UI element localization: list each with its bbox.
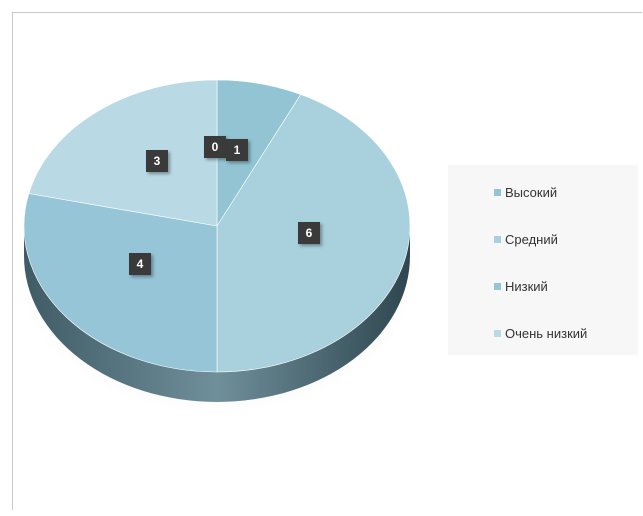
chart-legend: Высокий Средний Низкий Очень низкий [448, 165, 638, 355]
legend-swatch-sredniy [494, 236, 501, 243]
pie-side [24, 226, 410, 402]
legend-swatch-vysokiy [494, 189, 501, 196]
legend-item-sredniy: Средний [494, 232, 558, 247]
legend-item-ochen-nizkiy: Очень низкий [494, 326, 587, 341]
pie-slice-nizkiy [23, 193, 218, 373]
chart-frame [12, 12, 642, 510]
legend-swatch-nizkiy [494, 283, 501, 290]
legend-label-ochen-nizkiy: Очень низкий [505, 326, 588, 341]
legend-swatch-ochen-nizkiy [494, 330, 501, 337]
legend-item-nizkiy: Низкий [494, 279, 548, 294]
legend-label-vysokiy: Высокий [505, 185, 558, 200]
data-label-ochen-nizkiy: 3 [146, 150, 168, 172]
data-label-extra: 0 [204, 136, 226, 158]
pie-slice-ochen-nizkiy [28, 79, 218, 227]
data-label-vysokiy: 1 [226, 139, 248, 161]
legend-label-sredniy: Средний [505, 232, 558, 247]
data-label-sredniy: 6 [298, 222, 320, 244]
legend-item-vysokiy: Высокий [494, 185, 557, 200]
data-label-nizkiy: 4 [129, 253, 151, 275]
legend-label-nizkiy: Низкий [505, 279, 548, 294]
